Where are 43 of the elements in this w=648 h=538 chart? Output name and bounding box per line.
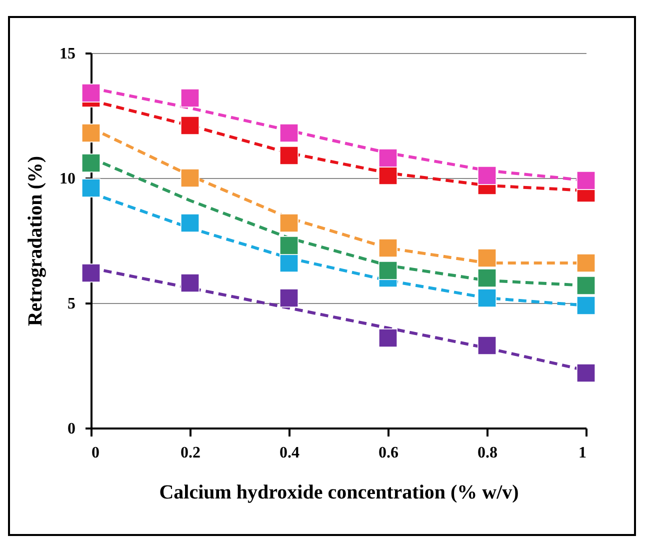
point xyxy=(180,214,200,232)
point xyxy=(280,124,298,142)
x-tick-label: 0.2 xyxy=(180,444,200,462)
point xyxy=(576,364,596,382)
point xyxy=(180,88,200,108)
point xyxy=(378,261,398,280)
x-tick-label: 0 xyxy=(92,444,100,462)
y-axis-title: Retrogradation (%) xyxy=(24,156,46,326)
point xyxy=(82,124,100,142)
y-tick-label: 0 xyxy=(68,420,76,438)
y-tick-label: 5 xyxy=(68,296,76,312)
point xyxy=(478,166,496,185)
point xyxy=(378,238,398,258)
point xyxy=(280,214,298,232)
point xyxy=(82,264,100,282)
point xyxy=(576,296,596,315)
y-tick-label: 15 xyxy=(60,46,76,62)
x-axis-title: Calcium hydroxide concentration (% w/v) xyxy=(159,482,519,504)
point xyxy=(478,268,496,288)
point xyxy=(280,288,298,308)
point xyxy=(576,254,596,272)
point xyxy=(378,148,398,168)
point xyxy=(280,254,298,272)
x-tick-label: 0.6 xyxy=(378,444,398,462)
x-tick-label: 0.4 xyxy=(280,444,300,462)
point xyxy=(280,146,298,165)
point xyxy=(576,276,596,295)
point xyxy=(82,154,100,172)
point xyxy=(576,171,596,190)
point xyxy=(478,248,496,268)
point xyxy=(280,236,298,255)
point xyxy=(378,166,398,185)
point xyxy=(180,116,200,135)
point xyxy=(478,336,496,355)
point xyxy=(180,274,200,292)
point xyxy=(478,288,496,308)
x-tick-label: 0.8 xyxy=(478,444,498,462)
point xyxy=(82,84,100,102)
point xyxy=(378,328,398,348)
y-tick-label: 10 xyxy=(60,170,76,188)
x-tick-label: 1 xyxy=(578,444,586,462)
point xyxy=(82,178,100,198)
point xyxy=(180,168,200,188)
